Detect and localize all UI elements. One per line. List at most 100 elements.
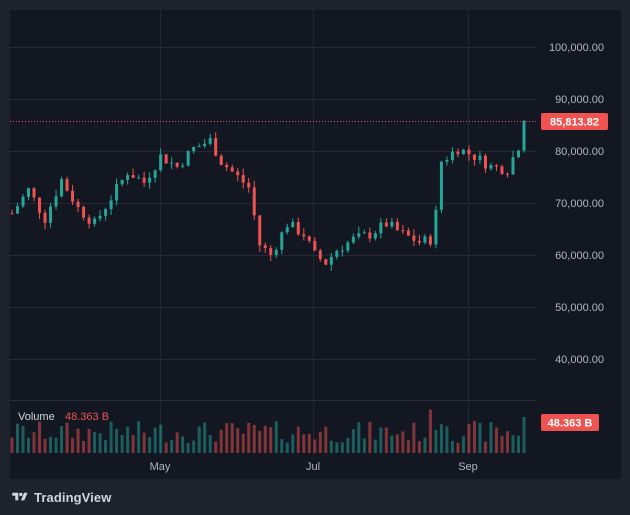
- volume-bar: [104, 440, 108, 453]
- candle-body: [439, 161, 443, 210]
- candle-body: [104, 209, 108, 216]
- price-tick-label: 50,000.00: [555, 302, 604, 314]
- volume-bar: [445, 426, 449, 453]
- candle-body: [120, 179, 124, 185]
- candle-body: [329, 256, 333, 265]
- volume-legend[interactable]: Volume 48.363 B: [18, 411, 109, 423]
- candle-body: [324, 259, 328, 265]
- candle-body: [357, 233, 361, 237]
- volume-legend-label: Volume: [18, 411, 55, 423]
- tradingview-logo-icon: [12, 492, 28, 501]
- volume-bar: [329, 440, 333, 453]
- volume-bar: [120, 435, 124, 453]
- candle-body: [131, 175, 135, 178]
- volume-bar: [258, 430, 262, 453]
- candle-body: [500, 166, 504, 174]
- candle-body: [186, 151, 190, 166]
- volume-bar: [252, 424, 256, 453]
- volume-bar: [109, 421, 113, 453]
- candle-body: [456, 151, 460, 155]
- volume-bar: [82, 441, 86, 453]
- candle-body: [252, 187, 256, 216]
- time-tick-label: May: [150, 461, 171, 473]
- candle-body: [318, 250, 322, 260]
- volume-bar: [373, 439, 377, 453]
- volume-bar: [516, 435, 520, 453]
- candle-body: [483, 155, 487, 169]
- candle-body: [115, 184, 119, 201]
- volume-bar: [10, 437, 14, 453]
- volume-bar: [505, 431, 509, 453]
- candle-body: [16, 206, 20, 214]
- candle-body: [236, 171, 240, 176]
- volume-badge: 48.363 B: [541, 414, 599, 431]
- volume-bar: [417, 441, 421, 453]
- candle-body: [38, 197, 42, 213]
- volume-bar: [159, 424, 163, 453]
- candle-body: [71, 190, 75, 202]
- candle-body: [296, 222, 300, 235]
- candle-body: [269, 248, 273, 255]
- volume-bar: [346, 437, 350, 453]
- candle-body: [461, 149, 465, 155]
- candle-body: [148, 177, 152, 183]
- candle-body: [406, 230, 410, 236]
- grid: [10, 10, 536, 455]
- volume-bar: [401, 431, 405, 453]
- candle-body: [335, 250, 339, 257]
- candle-body: [368, 232, 372, 239]
- candle-body: [478, 155, 482, 161]
- volume-bar: [340, 442, 344, 453]
- branding-footer[interactable]: TradingView: [10, 487, 111, 507]
- candle-body: [285, 227, 289, 233]
- candle-body: [225, 164, 229, 168]
- volume-bar: [192, 440, 196, 453]
- candle-body: [82, 207, 86, 218]
- candle-body: [164, 154, 168, 164]
- volume-legend-value: 48.363 B: [65, 411, 109, 423]
- volume-bar: [247, 422, 251, 453]
- volume-bar: [170, 439, 174, 453]
- volume-bar: [494, 427, 498, 453]
- candle-body: [10, 213, 14, 215]
- price-axis[interactable]: 100,000.00 90,000.00 80,000.00 70,000.00 60,…: [549, 42, 604, 366]
- volume-bar: [38, 421, 42, 453]
- volume-bar: [307, 433, 311, 453]
- candle-body: [494, 165, 498, 167]
- volume-bar: [230, 423, 234, 453]
- volume-badge-bg: [541, 414, 599, 431]
- candle-body: [181, 165, 185, 167]
- candle-body: [43, 212, 47, 223]
- candle-body: [362, 232, 366, 234]
- volume-bar: [313, 439, 317, 453]
- time-axis[interactable]: May Jul Sep: [150, 461, 478, 473]
- candle-body: [412, 235, 416, 241]
- candle-body: [280, 232, 284, 250]
- volume-badge-label: 48.363 B: [548, 418, 593, 430]
- candle-body: [54, 196, 58, 207]
- volume-bar: [439, 424, 443, 453]
- price-tick-label: 90,000.00: [555, 94, 604, 106]
- candle-body: [109, 200, 113, 210]
- volume-bars: [10, 409, 526, 453]
- volume-bar: [412, 422, 416, 453]
- volume-bar: [236, 428, 240, 453]
- candle-body: [60, 179, 64, 197]
- volume-bar: [175, 432, 179, 453]
- volume-bar: [137, 421, 141, 453]
- price-tick-label: 60,000.00: [555, 250, 604, 262]
- candle-body: [522, 120, 526, 151]
- candle-body: [263, 245, 267, 249]
- volume-bar: [296, 426, 300, 453]
- last-price-badge-bg: [541, 113, 608, 130]
- volume-bar: [269, 427, 273, 453]
- candle-body: [417, 240, 421, 243]
- volume-bar: [54, 437, 58, 453]
- volume-bar: [384, 427, 388, 453]
- candle-body: [137, 177, 141, 179]
- candle-body: [384, 222, 388, 227]
- volume-bar: [203, 422, 207, 453]
- candle-body: [395, 221, 399, 231]
- volume-bar: [280, 439, 284, 453]
- candle-body: [65, 179, 69, 191]
